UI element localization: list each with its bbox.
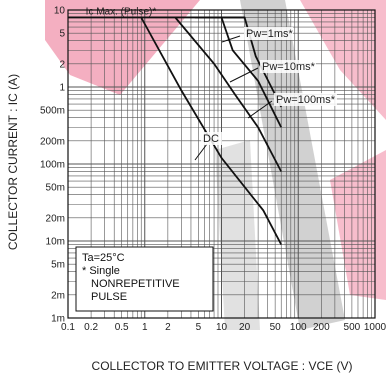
y-axis-ticks: 10 5 2 1 500m 200m 100m 50m 20m 10m 5m 2m 1m <box>40 6 65 325</box>
y-tick-label: 200m <box>40 136 65 147</box>
watermark-gray-band <box>240 0 345 330</box>
x-tick-label: 20 <box>239 322 251 333</box>
x-tick-label: 500 <box>344 322 361 333</box>
series-label-bg-pw-1ms <box>244 27 293 40</box>
series-label-bg-pw-10ms <box>260 60 316 73</box>
series-label-dc: DC <box>203 133 219 145</box>
y-tick-label: 2 <box>59 59 65 70</box>
curves <box>68 16 283 245</box>
x-tick-label: 100 <box>290 322 307 333</box>
watermark-gray-band-2 <box>215 140 260 330</box>
x-tick-label: 10 <box>216 322 228 333</box>
series-label-bg-pw-100ms <box>274 93 337 106</box>
x-tick-label: 1000 <box>364 322 386 333</box>
y-tick-label: 1 <box>59 83 65 94</box>
series-line-dc <box>140 17 282 245</box>
y-tick-label: 100m <box>40 160 65 171</box>
y-tick-label: 20m <box>46 213 65 224</box>
series-leader-pw-1ms <box>221 35 241 43</box>
series-label-pw-1ms: Pw=1ms* <box>246 28 293 40</box>
y-tick-label: 10 <box>54 6 66 17</box>
series-label-bg-dc <box>201 132 222 145</box>
legend-line-temperature: Ta=25°C <box>82 252 125 264</box>
y-tick-label: 50m <box>46 183 65 194</box>
series-leader-pw-10ms <box>229 67 259 83</box>
series-leader-pw-100ms <box>247 100 273 119</box>
x-axis-label: COLLECTOR TO EMITTER VOLTAGE : VCE (V) <box>92 359 353 373</box>
legend-box <box>75 246 214 312</box>
x-tick-label: 200 <box>313 322 330 333</box>
plot-frame <box>67 9 376 319</box>
series-label-pw-10ms: Pw=10ms* <box>262 61 316 73</box>
y-tick-label: 1m <box>51 314 65 325</box>
x-tick-label: 0.5 <box>115 322 129 333</box>
watermark <box>45 0 386 330</box>
y-tick-label: 2m <box>51 290 65 301</box>
legend-line-nonrepetitive: NONREPETITIVE <box>91 278 180 290</box>
x-tick-label: 0.1 <box>61 322 75 333</box>
x-tick-label: 50 <box>270 322 282 333</box>
x-tick-label: 1 <box>142 322 148 333</box>
annotations: Ic Max. (Pulse)* Pw=1ms* Pw=10ms* Pw=100ms*… <box>86 6 337 161</box>
legend-line-single: * Single <box>82 265 120 277</box>
y-tick-label: 5m <box>51 260 65 271</box>
series-leader-dc <box>194 143 208 161</box>
legend: Ta=25°C * Single NONREPETITIVE PULSE <box>75 246 214 312</box>
x-tick-label: 0.2 <box>84 322 98 333</box>
x-tick-label: 2 <box>165 322 171 333</box>
x-axis-ticks: 0.1 0.2 0.5 1 2 5 10 20 50 100 200 500 1000 <box>61 322 386 333</box>
series-line-pw-100ms <box>174 16 282 172</box>
y-tick-label: 10m <box>46 237 65 248</box>
legend-line-pulse: PULSE <box>91 291 127 303</box>
y-tick-label: 5 <box>59 29 65 40</box>
y-tick-label: 500m <box>40 106 65 117</box>
watermark-red-band <box>45 0 200 95</box>
series-label-pw-100ms: Pw=100ms* <box>276 94 336 106</box>
ic-max-label: Ic Max. (Pulse)* <box>86 6 157 17</box>
x-tick-label: 5 <box>196 322 202 333</box>
y-axis-label: COLLECTOR CURRENT : IC (A) <box>6 74 20 250</box>
